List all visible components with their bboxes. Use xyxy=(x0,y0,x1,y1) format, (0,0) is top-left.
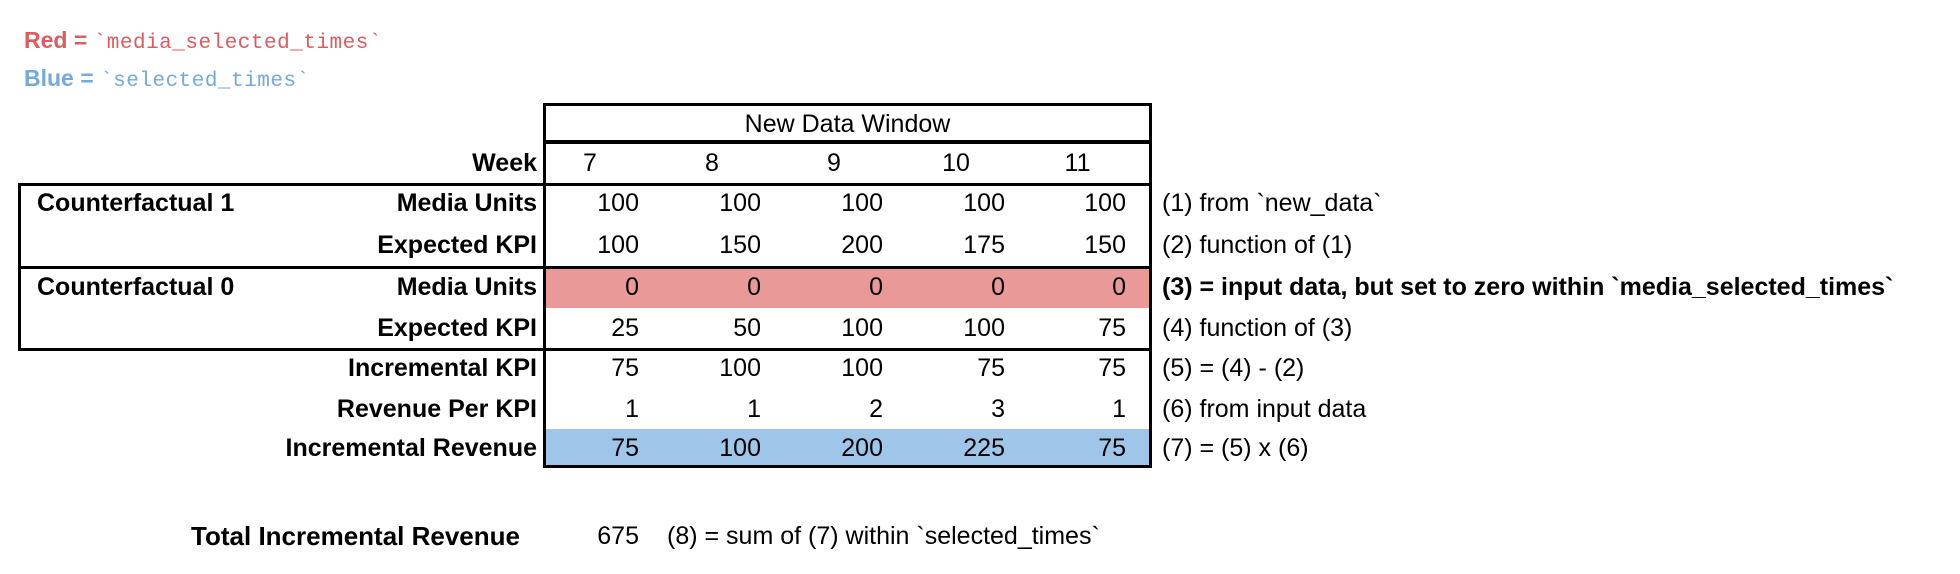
row-annotation: (1) from `new_data` xyxy=(1162,189,1382,217)
value-cell: 100 xyxy=(719,354,761,382)
value-cell: 0 xyxy=(991,273,1005,301)
row-annotation: (6) from input data xyxy=(1162,395,1367,423)
legend-red-line: Red = `media_selected_times` xyxy=(24,25,382,55)
week-cell: 10 xyxy=(942,149,970,177)
value-cell: 3 xyxy=(991,395,1005,423)
row-label: Incremental Revenue xyxy=(285,434,538,462)
value-cell: 75 xyxy=(611,434,639,462)
separator-line-cf0-bottom xyxy=(18,348,1152,351)
value-cell: 100 xyxy=(963,314,1005,342)
legend-blue-label: Blue = xyxy=(24,65,101,91)
value-cell: 75 xyxy=(1098,354,1126,382)
legend-blue-code: `selected_times` xyxy=(100,70,310,93)
week-cell: 7 xyxy=(583,149,597,177)
row-label: Incremental KPI xyxy=(348,354,537,382)
total-label: Total Incremental Revenue xyxy=(191,521,520,551)
table-row: Expected KPI 25 50 100 100 75 (4) function of … xyxy=(0,308,1960,348)
table-header-box: New Data Window xyxy=(543,103,1152,144)
group-label: Counterfactual 1 xyxy=(37,189,235,217)
value-cell: 1 xyxy=(747,395,761,423)
table-row: Incremental KPI 75 100 100 75 75 (5) = (4) - (… xyxy=(0,348,1960,389)
row-label: Expected KPI xyxy=(377,231,537,259)
value-cell: 150 xyxy=(719,231,761,259)
value-cell: 75 xyxy=(1098,434,1126,462)
data-grid-border xyxy=(543,140,1152,468)
table-header-title: New Data Window xyxy=(744,110,951,138)
row-label: Expected KPI xyxy=(377,314,537,342)
red-highlight-fill xyxy=(546,269,1149,308)
legend-red-code: `media_selected_times` xyxy=(93,32,382,55)
week-cell: 8 xyxy=(705,149,719,177)
total-value: 675 xyxy=(597,522,639,550)
row-annotation: (7) = (5) x (6) xyxy=(1162,434,1309,462)
week-row-label: Week xyxy=(472,149,537,177)
value-cell: 100 xyxy=(719,434,761,462)
value-cell: 150 xyxy=(1084,231,1126,259)
row-label: Media Units xyxy=(396,189,537,217)
legend-red-label: Red = xyxy=(24,27,94,53)
row-annotation: (4) function of (3) xyxy=(1162,314,1353,342)
table-row: Revenue Per KPI 1 1 2 3 1 (6) from input data xyxy=(0,389,1960,429)
table-row: Expected KPI 100 150 200 175 150 (2) function … xyxy=(0,224,1960,266)
value-cell: 100 xyxy=(719,189,761,217)
value-cell: 225 xyxy=(963,434,1005,462)
value-cell: 200 xyxy=(841,434,883,462)
value-cell: 25 xyxy=(611,314,639,342)
value-cell: 75 xyxy=(977,354,1005,382)
value-cell: 75 xyxy=(611,354,639,382)
week-cell: 11 xyxy=(1064,149,1091,177)
week-row: Week 7 8 9 10 11 xyxy=(0,143,1960,183)
value-cell: 2 xyxy=(869,395,883,423)
value-cell: 75 xyxy=(1098,314,1126,342)
total-row: Total Incremental Revenue 675 (8) = sum … xyxy=(0,519,1960,553)
value-cell: 50 xyxy=(733,314,761,342)
row-annotation: (5) = (4) - (2) xyxy=(1162,354,1305,382)
value-cell: 1 xyxy=(1112,395,1126,423)
legend-blue-line: Blue = `selected_times` xyxy=(24,63,310,93)
week-cell: 9 xyxy=(827,149,841,177)
label-box-left-border xyxy=(18,183,21,351)
value-cell: 0 xyxy=(1112,273,1126,301)
value-cell: 100 xyxy=(841,189,883,217)
value-cell: 100 xyxy=(841,314,883,342)
separator-line-week xyxy=(18,183,1152,186)
value-cell: 100 xyxy=(1084,189,1126,217)
blue-highlight-fill xyxy=(546,429,1149,465)
table-row: Counterfactual 1 Media Units 100 100 100 100 1… xyxy=(0,183,1960,224)
row-annotation: (2) function of (1) xyxy=(1162,231,1353,259)
value-cell: 100 xyxy=(597,231,639,259)
total-annotation: (8) = sum of (7) within `selected_times` xyxy=(667,522,1100,550)
value-cell: 100 xyxy=(963,189,1005,217)
value-cell: 200 xyxy=(841,231,883,259)
separator-line-cf1-cf0 xyxy=(18,266,1152,269)
row-label: Media Units xyxy=(396,273,537,301)
value-cell: 0 xyxy=(747,273,761,301)
value-cell: 1 xyxy=(625,395,639,423)
table-row: Counterfactual 0 Media Units 0 0 0 0 0 (3) = in… xyxy=(0,266,1960,308)
value-cell: 0 xyxy=(625,273,639,301)
row-annotation: (3) = input data, but set to zero within… xyxy=(1162,273,1894,301)
value-cell: 100 xyxy=(841,354,883,382)
value-cell: 175 xyxy=(963,231,1005,259)
row-label: Revenue Per KPI xyxy=(336,395,537,423)
value-cell: 100 xyxy=(597,189,639,217)
table-row: Incremental Revenue 75 100 200 225 75 (7) = (5… xyxy=(0,429,1960,468)
group-label: Counterfactual 0 xyxy=(37,273,235,301)
value-cell: 0 xyxy=(869,273,883,301)
